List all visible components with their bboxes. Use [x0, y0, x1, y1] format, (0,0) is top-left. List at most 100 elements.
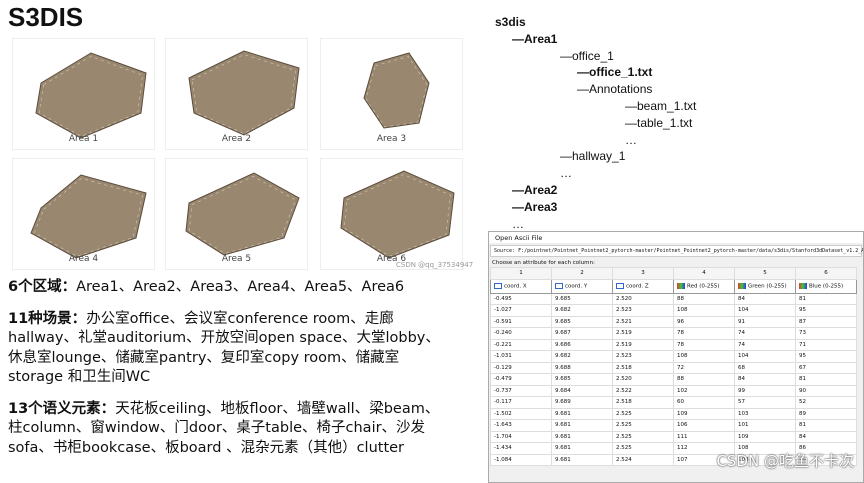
table-row: -1.084 9.681 2.524 107 104 99: [490, 453, 857, 466]
column-number: 2: [551, 267, 613, 280]
table-cell: 2.518: [612, 361, 674, 374]
table-cell: 9.689: [551, 396, 613, 409]
attribute-icon: [616, 282, 624, 289]
table-cell: 2.522: [612, 384, 674, 397]
paragraphs: 6个区域：Area1、Area2、Area3、Area4、Area5、Area6…: [8, 278, 448, 470]
table-cell: 95: [795, 304, 857, 317]
column-name-text: coord. Z: [626, 283, 649, 290]
floorplan: [340, 170, 455, 259]
tree-item: —beam_1.txt: [625, 98, 697, 113]
tree-item: —office_1.txt: [577, 65, 653, 80]
table-cell: 9.685: [551, 315, 613, 328]
column-name: Red (0-255): [673, 278, 735, 294]
area-image: Area 2: [165, 38, 308, 150]
table-cell: 2.518: [612, 396, 674, 409]
table-cell: -1.084: [490, 453, 552, 466]
area-caption: Area 2: [221, 134, 252, 144]
tree-item: —hallway_1: [560, 149, 626, 164]
table-cell: 2.525: [612, 442, 674, 455]
table-cell: 90: [795, 384, 857, 397]
paragraph: 13个语义元素：天花板ceiling、地板floor、墙壁wall、梁beam、…: [8, 400, 448, 459]
tree-item: —Area2: [512, 182, 558, 197]
area-image: Area 3: [320, 38, 463, 150]
table-cell: 99: [734, 384, 796, 397]
table-cell: 74: [734, 327, 796, 340]
tree-item: s3dis: [495, 15, 526, 29]
dialog-title: Open Ascii File: [489, 232, 863, 243]
table-cell: 84: [795, 430, 857, 443]
tree-item: —Area1: [512, 31, 558, 46]
tree-item: —Area3: [512, 199, 558, 214]
area-caption: Area 5: [221, 254, 252, 264]
table-cell: 111: [673, 430, 735, 443]
table-cell: -0.737: [490, 384, 552, 397]
table-cell: 9.681: [551, 407, 613, 420]
paragraph-heading: 13个语义元素：: [8, 400, 116, 417]
column-number: 4: [673, 267, 735, 280]
instruction: Choose an attribute for each column:: [492, 260, 595, 266]
table-row: -1.031 9.682 2.523 108 104 95: [490, 350, 857, 363]
column-number: 5: [734, 267, 796, 280]
image-watermark: CSDN @qq_37534947: [396, 261, 474, 269]
floorplan: [188, 50, 300, 136]
table-cell: 9.681: [551, 419, 613, 432]
table-row: -1.502 9.681 2.525 109 103 89: [490, 407, 857, 420]
tree-item: —table_1.txt: [625, 115, 693, 130]
column-name-text: coord. Y: [565, 283, 588, 290]
table-cell: -0.479: [490, 373, 552, 386]
table-cell: -1.031: [490, 350, 552, 363]
table-cell: 2.521: [612, 315, 674, 328]
table-cell: 91: [734, 315, 796, 328]
table-cell: 104: [734, 350, 796, 363]
title: S3DIS: [8, 2, 84, 32]
column-name-text: coord. X: [504, 283, 527, 290]
table-cell: 9.684: [551, 384, 613, 397]
table-cell: 9.685: [551, 373, 613, 386]
table-cell: 78: [673, 327, 735, 340]
table-cell: 2.523: [612, 350, 674, 363]
area-caption: Area 4: [68, 254, 99, 264]
table-cell: 2.520: [612, 292, 674, 305]
column-number: 3: [612, 267, 674, 280]
table-cell: 57: [734, 396, 796, 409]
area-image: Area 6: [320, 158, 463, 270]
column-name-text: Blue (0-255): [809, 283, 844, 290]
tree-item: —office_1: [560, 48, 614, 63]
table-cell: 2.525: [612, 419, 674, 432]
table-cell: 9.686: [551, 338, 613, 351]
floorplan: [363, 52, 430, 129]
tree-item: …: [625, 132, 637, 147]
attribute-icon: [494, 282, 502, 289]
table-cell: 101: [734, 419, 796, 432]
table-cell: 84: [734, 292, 796, 305]
table-cell: 9.681: [551, 442, 613, 455]
table-row: -0.117 9.689 2.518 60 57 52: [490, 396, 857, 409]
watermark: CSDN @吃鱼不卡次: [716, 452, 854, 470]
source-path: Source: F:/pointnet/Pointnet_Pointnet2_p…: [490, 245, 863, 257]
tree-item: …: [560, 166, 572, 181]
table-cell: 88: [673, 373, 735, 386]
table-row: -0.591 9.685 2.521 96 91 87: [490, 315, 857, 328]
column-number: 6: [795, 267, 857, 280]
table-cell: 74: [734, 338, 796, 351]
table-cell: 60: [673, 396, 735, 409]
table-cell: 103: [734, 407, 796, 420]
table-cell: 9.685: [551, 292, 613, 305]
table-cell: 2.519: [612, 338, 674, 351]
table-cell: 9.682: [551, 350, 613, 363]
table-cell: 102: [673, 384, 735, 397]
column-name: Blue (0-255): [795, 278, 857, 294]
table-cell: 9.682: [551, 304, 613, 317]
area-caption: Area 3: [376, 134, 407, 144]
table-row: -1.434 9.681 2.525 112 108 86: [490, 442, 857, 455]
table-cell: 78: [673, 338, 735, 351]
area-image: Area 4: [12, 158, 155, 270]
table-cell: 67: [795, 361, 857, 374]
floorplan: [30, 174, 147, 259]
attribute-icon: [799, 282, 807, 289]
attribute-icon: [677, 282, 685, 289]
table-cell: 88: [673, 292, 735, 305]
table-cell: 2.525: [612, 407, 674, 420]
table-cell: -0.495: [490, 292, 552, 305]
